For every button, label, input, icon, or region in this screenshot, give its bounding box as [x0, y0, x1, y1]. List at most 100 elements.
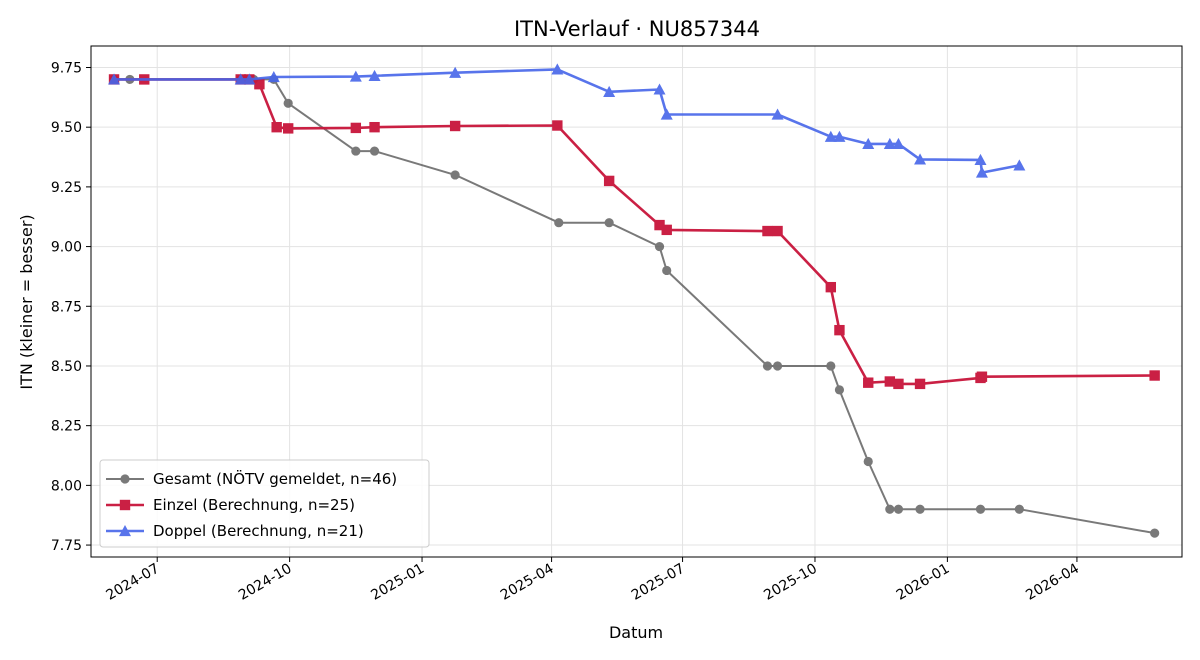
data-point	[267, 71, 280, 83]
y-tick-label: 8.00	[51, 478, 82, 494]
data-point	[884, 376, 896, 387]
legend-box	[99, 459, 430, 548]
x-tick-label: 2025-01	[368, 561, 427, 604]
data-point	[282, 123, 294, 134]
data-point	[351, 146, 361, 156]
x-axis-label: Datum	[609, 623, 663, 642]
data-point	[449, 66, 462, 78]
data-point	[893, 504, 904, 514]
data-point	[974, 153, 987, 166]
y-tick-label: 8.75	[51, 299, 82, 315]
series-line	[114, 68, 1020, 174]
data-point	[349, 70, 362, 82]
data-point	[603, 175, 615, 187]
data-point	[914, 153, 927, 165]
data-point	[660, 108, 673, 120]
legend-label: Einzel (Berechnung, n=25)	[153, 496, 355, 514]
data-point	[449, 120, 461, 132]
y-tick-label: 9.25	[51, 180, 82, 196]
data-point	[369, 146, 380, 156]
data-point	[771, 108, 784, 120]
y-tick-label: 9.50	[51, 120, 82, 136]
y-tick-label: 8.50	[51, 359, 82, 375]
legend-marker	[119, 525, 131, 537]
data-point	[662, 265, 672, 276]
legend-marker	[120, 474, 130, 484]
y-tick-label: 7.75	[51, 538, 82, 554]
x-tick-label: 2025-07	[629, 561, 688, 604]
legend-item	[106, 474, 144, 484]
x-tick-label: 2024-10	[236, 561, 295, 604]
data-point	[661, 224, 672, 236]
data-point	[863, 377, 874, 388]
data-point	[108, 73, 121, 85]
data-point	[604, 218, 614, 228]
data-point	[654, 219, 665, 231]
series-2	[108, 63, 1026, 178]
data-point	[243, 73, 256, 85]
legend-marker	[119, 499, 131, 511]
data-point	[368, 69, 381, 81]
y-tick-label: 9.75	[51, 60, 82, 76]
y-axis-label: ITN (kleiner = besser)	[17, 214, 36, 389]
y-tick-label: 8.25	[51, 419, 82, 435]
legend-item	[106, 499, 144, 511]
legend-item	[106, 525, 144, 537]
data-point	[834, 324, 845, 336]
data-point	[1014, 504, 1024, 514]
legend-label: Gesamt (NÖTV gemeldet, n=46)	[153, 469, 397, 488]
data-point	[883, 137, 896, 150]
x-tick-label: 2026-04	[1023, 561, 1082, 604]
data-point	[283, 98, 293, 108]
plot-frame	[90, 45, 1183, 558]
data-point	[654, 241, 665, 252]
data-point	[762, 225, 773, 237]
chart-title: ITN-Verlauf · NU857344	[514, 17, 760, 41]
data-point	[833, 130, 846, 142]
data-point	[450, 170, 460, 180]
data-point	[915, 504, 925, 514]
data-point	[350, 122, 362, 134]
legend-label: Doppel (Berechnung, n=21)	[153, 522, 364, 540]
series-1	[108, 74, 1160, 390]
data-point	[271, 121, 282, 133]
x-axis: 2024-07 2024-10 2025-01 2025-04 2025-07 2025-…	[104, 557, 1082, 604]
data-point	[824, 130, 837, 142]
data-point	[653, 83, 666, 95]
x-tick-label: 2026-01	[894, 561, 953, 604]
legend: Gesamt (NÖTV gemeldet, n=46) Einzel (Bere…	[99, 459, 430, 548]
data-point	[975, 166, 988, 178]
data-point	[885, 504, 895, 514]
y-axis: 7.75 8.00 8.25 8.50 8.75 9.00 9.25 9.50 9.75	[51, 60, 91, 554]
data-point	[254, 79, 265, 90]
data-point	[1149, 370, 1160, 381]
data-point	[893, 378, 904, 390]
data-point	[369, 121, 380, 133]
data-point	[976, 371, 988, 382]
data-point	[762, 361, 773, 371]
data-point	[234, 73, 247, 85]
series-layer	[108, 63, 1160, 538]
data-point	[551, 63, 564, 75]
data-point	[914, 378, 926, 390]
y-tick-label: 9.00	[51, 240, 82, 256]
x-tick-label: 2025-10	[761, 561, 820, 604]
data-point	[834, 385, 845, 395]
data-point	[552, 120, 563, 131]
data-point	[772, 225, 783, 237]
x-tick-label: 2025-04	[498, 561, 557, 604]
data-point	[892, 137, 905, 150]
data-point	[603, 85, 616, 97]
data-point	[863, 456, 873, 467]
data-point	[826, 361, 836, 371]
data-point	[772, 361, 783, 371]
data-point	[1013, 159, 1026, 171]
data-point	[1150, 528, 1160, 538]
series-line	[114, 78, 1155, 386]
data-point	[862, 137, 875, 150]
data-point	[825, 281, 837, 293]
data-point	[975, 504, 986, 514]
x-tick-label: 2024-07	[104, 561, 163, 604]
data-point	[554, 218, 564, 228]
